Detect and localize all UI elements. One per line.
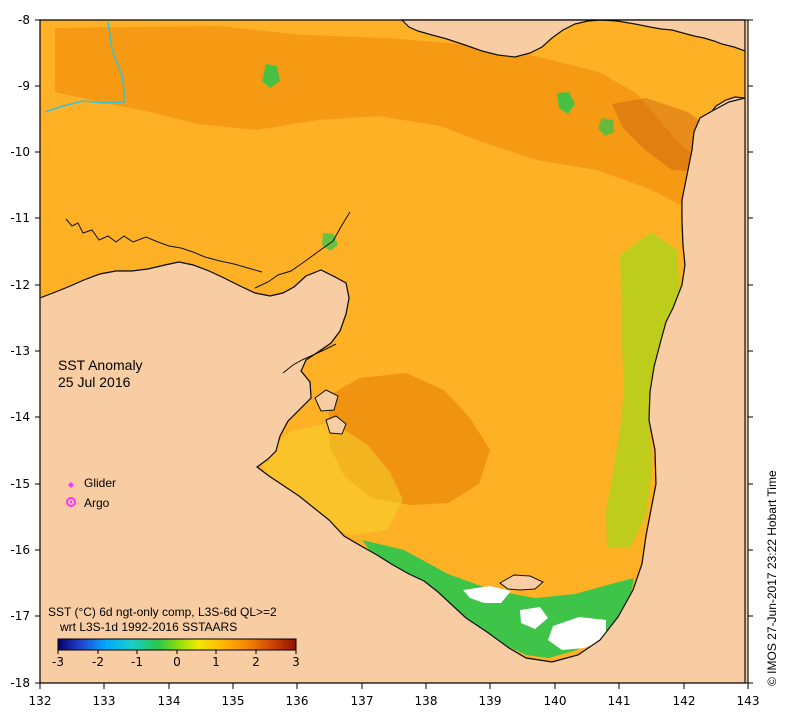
colorbar-tick-label: 1 bbox=[212, 655, 220, 669]
map-title-line-2: 25 Jul 2016 bbox=[58, 374, 131, 390]
small-green-pocket-2 bbox=[598, 118, 614, 136]
white-clouded-area-3 bbox=[520, 607, 548, 629]
y-tick-label: -17 bbox=[10, 609, 30, 623]
island-south bbox=[499, 574, 544, 591]
x-tick-label: 136 bbox=[286, 694, 309, 708]
marker-legend: Glider Argo bbox=[66, 476, 116, 510]
warm-anomaly-north-coast bbox=[612, 98, 714, 172]
colorbar-tick-label: -1 bbox=[131, 655, 143, 669]
river-line bbox=[44, 21, 125, 113]
colorbar-tick-label: -3 bbox=[52, 655, 64, 669]
y-tick-label: -14 bbox=[10, 410, 30, 424]
y-tick-label: -8 bbox=[18, 13, 30, 27]
description-block: SST (°C) 6d ngt-only comp, L3S-6d QL>=2 … bbox=[48, 605, 277, 634]
island-west-1 bbox=[314, 389, 339, 412]
deep-warm-anomaly-top-left bbox=[55, 26, 705, 210]
colorbar: -3 -2 -1 0 1 2 3 bbox=[52, 638, 300, 669]
glider-marker-icon bbox=[68, 482, 74, 488]
description-line-2: wrt L3S-1d 1992-2016 SSTAARS bbox=[59, 620, 237, 634]
x-tick-label: 133 bbox=[93, 694, 116, 708]
argo-label: Argo bbox=[84, 496, 110, 510]
western-green-pocket bbox=[262, 64, 280, 88]
coast-detail-inlet-1 bbox=[65, 218, 263, 273]
description-line-1: SST (°C) 6d ngt-only comp, L3S-6d QL>=2 bbox=[48, 605, 277, 619]
map-title-line-1: SST Anomaly bbox=[58, 357, 143, 373]
imos-timestamp: © IMOS 27-Jun-2017 23:22 Hobart Time bbox=[765, 470, 779, 686]
colorbar-tick-label: 2 bbox=[252, 655, 260, 669]
white-clouded-area-1 bbox=[463, 586, 511, 603]
y-tick-label: -12 bbox=[10, 278, 30, 292]
x-tick-label: 140 bbox=[544, 694, 567, 708]
argo-marker-icon bbox=[66, 497, 76, 507]
colorbar-bar bbox=[57, 638, 297, 651]
x-tick-label: 141 bbox=[608, 694, 631, 708]
y-tick-label: -16 bbox=[10, 543, 30, 557]
map-area bbox=[39, 19, 749, 684]
x-tick-label: 135 bbox=[222, 694, 245, 708]
coast-detail-inlet-2 bbox=[254, 211, 351, 289]
y-tick-label: -13 bbox=[10, 344, 30, 358]
glider-label: Glider bbox=[84, 476, 116, 490]
white-clouded-area-2 bbox=[548, 617, 606, 650]
map-annotation: SST Anomaly 25 Jul 2016 bbox=[58, 357, 143, 390]
y-tick-label: -15 bbox=[10, 477, 30, 491]
y-axis: -8 -9 -10 -11 -12 -13 -14 -15 -16 -17 -1… bbox=[10, 13, 753, 690]
y-tick-label: -11 bbox=[10, 211, 30, 225]
x-tick-label: 138 bbox=[415, 694, 438, 708]
coast-detail-inlet-3 bbox=[282, 343, 337, 374]
y-tick-label: -10 bbox=[10, 145, 30, 159]
x-tick-label: 134 bbox=[158, 694, 181, 708]
x-tick-label: 137 bbox=[351, 694, 374, 708]
colorbar-tick-label: 3 bbox=[292, 655, 300, 669]
island-west-2 bbox=[325, 415, 347, 435]
y-tick-label: -18 bbox=[10, 676, 30, 690]
cool-anomaly-east-coast bbox=[606, 232, 680, 548]
colorbar-tick-label: -2 bbox=[92, 655, 104, 669]
colorbar-tick-label: 0 bbox=[173, 655, 181, 669]
y-tick-label: -9 bbox=[18, 79, 30, 93]
x-tick-label: 143 bbox=[737, 694, 760, 708]
x-tick-label: 132 bbox=[29, 694, 52, 708]
northern-green-pocket bbox=[557, 92, 575, 114]
west-peninsula-land bbox=[39, 97, 746, 684]
x-tick-label: 142 bbox=[673, 694, 696, 708]
x-tick-label: 139 bbox=[479, 694, 502, 708]
x-axis: 132 133 134 135 136 137 138 139 140 141 … bbox=[29, 682, 760, 708]
